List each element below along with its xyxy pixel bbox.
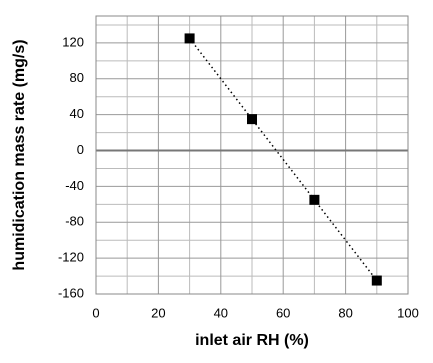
y-tick-label: 80 — [70, 70, 84, 85]
trend-line — [189, 37, 378, 282]
y-tick-label: 40 — [70, 106, 84, 121]
x-tick-label: 100 — [397, 305, 419, 320]
x-tick-label: 80 — [338, 305, 352, 320]
x-tick-label: 60 — [276, 305, 290, 320]
y-tick-label: 120 — [62, 34, 84, 49]
data-point — [309, 194, 320, 205]
y-tick-label: -120 — [58, 250, 84, 265]
y-axis-title: humidication mass rate (mg/s) — [11, 39, 28, 270]
y-tick-label: -40 — [65, 178, 84, 193]
data-point — [184, 33, 195, 44]
data-point — [247, 114, 257, 125]
x-tick-label: 20 — [151, 305, 165, 320]
y-tick-label: -80 — [65, 214, 84, 229]
x-axis-title: inlet air RH (%) — [195, 332, 309, 349]
plot-border — [95, 15, 409, 295]
x-tick-label: 0 — [92, 305, 99, 320]
data-point — [371, 275, 382, 286]
y-tick-label: -160 — [58, 285, 84, 300]
x-tick-label: 40 — [214, 305, 228, 320]
y-tick-label: 0 — [77, 142, 84, 157]
